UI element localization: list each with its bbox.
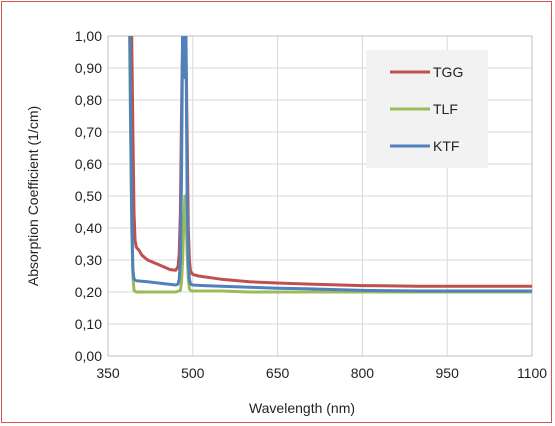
y-tick-label: 0,40 [75,220,102,236]
x-tick-label: 1100 [517,365,547,381]
legend: TGG TLF KTF [366,50,488,168]
x-tick-label: 350 [96,365,120,381]
y-tick-label: 0,90 [75,60,102,76]
series-lines [128,36,532,294]
y-axis-label: Absorption Coefficient (1/cm) [25,106,41,286]
legend-label-tgg: TGG [433,64,463,80]
legend-label-ktf: KTF [433,138,459,154]
plot-area-border [107,35,533,357]
legend-label-tlf: TLF [433,101,458,117]
y-tick-label: 0,70 [75,124,102,140]
x-tick-label: 650 [266,365,290,381]
y-tick-labels: 0,00 0,10 0,20 0,30 0,40 0,50 0,60 0,70 0,80 0,90… [75,28,102,364]
y-tick-label: 0,10 [75,316,102,332]
y-tick-label: 0,60 [75,156,102,172]
y-tick-label: 0,20 [75,284,102,300]
y-tick-label: 0,80 [75,92,102,108]
x-tick-label: 800 [351,365,375,381]
series-line-ktf [128,36,532,293]
y-tick-label: 1,00 [75,28,102,44]
y-tick-label: 0,00 [75,348,102,364]
x-tick-labels: 350 500 650 800 950 1100 [96,365,547,381]
series-line-tlf [128,36,532,294]
x-tick-label: 950 [436,365,460,381]
x-axis-label: Wavelength (nm) [249,400,355,416]
y-tick-label: 0,30 [75,252,102,268]
series-line-tgg [130,36,532,288]
y-tick-label: 0,50 [75,188,102,204]
x-tick-label: 500 [181,365,205,381]
